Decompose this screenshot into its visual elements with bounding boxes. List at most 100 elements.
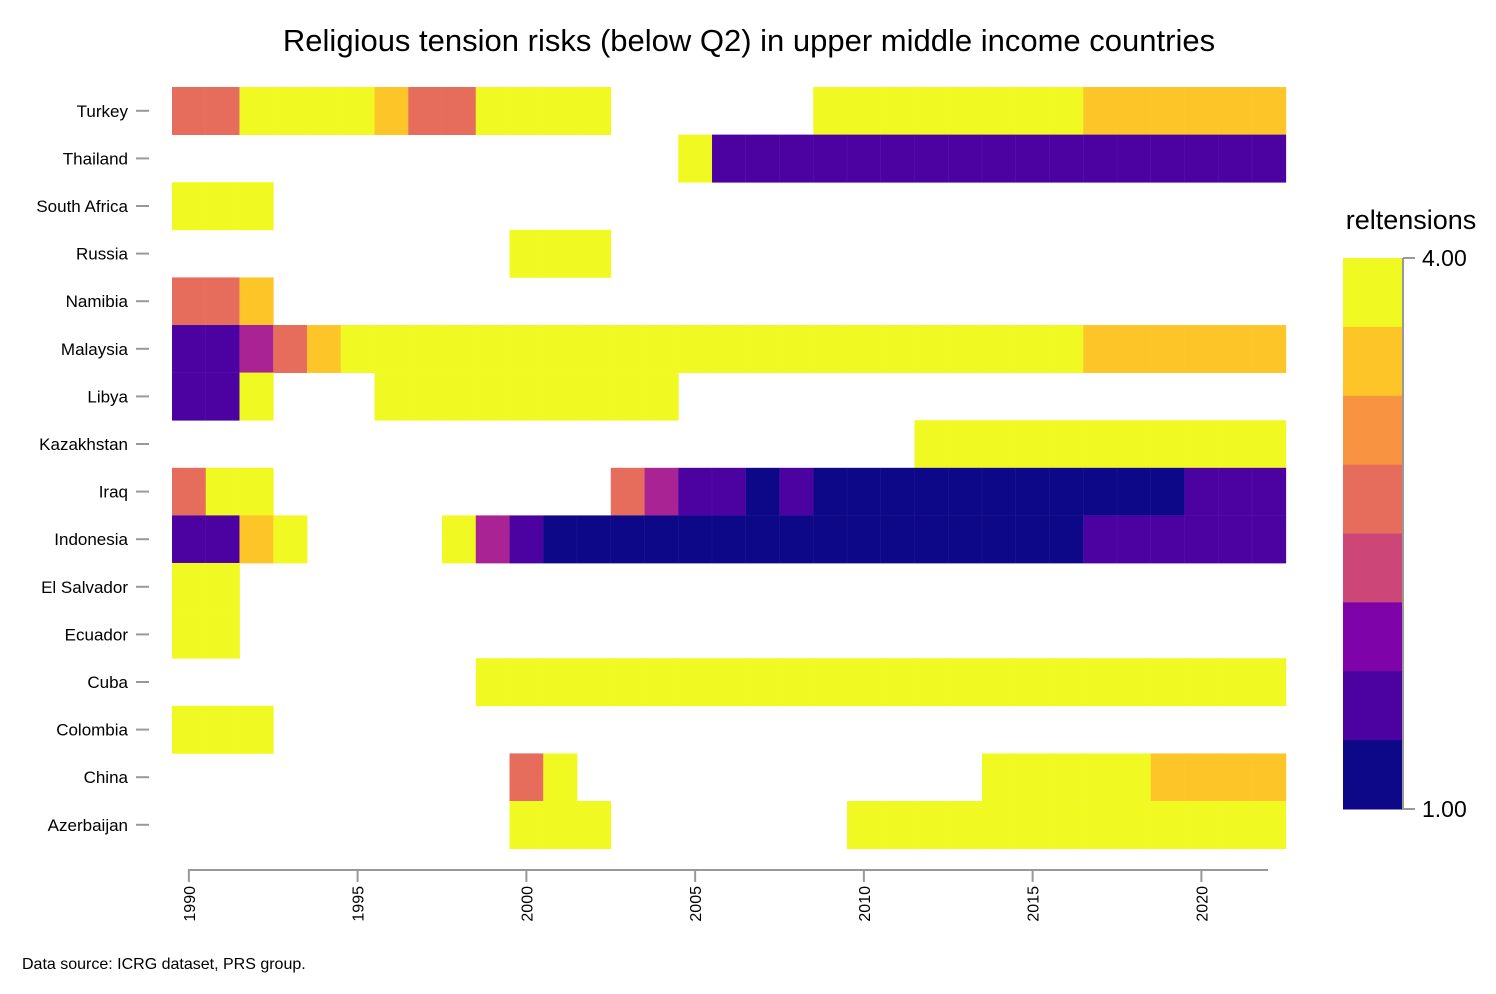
y-tick-label-kazakhstan: Kazakhstan <box>39 435 128 454</box>
heatmap-cell-thailand-2018 <box>1116 134 1152 183</box>
y-axis: Turkey Thailand South Africa Russia Namibia M… <box>36 102 149 835</box>
heatmap-cell-libya-1992 <box>239 372 274 421</box>
heatmap-cell-indonesia-2007 <box>745 515 781 564</box>
heatmap-cell-thailand-2022 <box>1251 134 1287 183</box>
heatmap-cell-turkey-2014 <box>981 86 1017 136</box>
heatmap-cell-indonesia-1993 <box>273 515 308 564</box>
heatmap-cell-malaysia-2007 <box>745 324 781 374</box>
heatmap-cell-china-2017 <box>1083 753 1118 802</box>
heatmap-cell-malaysia-2006 <box>711 324 747 374</box>
heatmap-cell-turkey-1990 <box>171 86 207 136</box>
heatmap-cell-cuba-2001 <box>543 657 578 707</box>
x-axis: 1990 1995 2000 2005 2010 2015 2020 <box>182 869 1268 922</box>
heatmap-cell-malaysia-2014 <box>981 324 1017 374</box>
legend-title: reltensions <box>1346 205 1477 235</box>
heatmap-cell-indonesia-2013 <box>948 515 983 564</box>
heatmap-cell-ecuador-1991 <box>205 610 241 659</box>
heatmap-cell-libya-2002 <box>576 372 612 421</box>
data-source-note: Data source: ICRG dataset, PRS group. <box>22 956 306 973</box>
heatmap-cell-iraq-2007 <box>745 467 781 517</box>
heatmap-cell-libya-1998 <box>441 372 477 421</box>
heatmap-cell-azerbaijan-2000 <box>509 800 544 850</box>
heatmap-cell-turkey-2016 <box>1049 86 1084 136</box>
heatmap-cell-kazakhstan-2022 <box>1251 419 1287 469</box>
heatmap-cell-libya-1991 <box>205 372 241 421</box>
heatmap-cell-indonesia-2011 <box>880 515 916 564</box>
heatmap-cell-malaysia-2010 <box>846 324 882 374</box>
heatmap-cell-indonesia-2006 <box>711 515 747 564</box>
heatmap-cell-azerbaijan-2017 <box>1083 800 1118 850</box>
heatmap-cell-south-africa-1990 <box>171 181 207 231</box>
heatmap-cell-thailand-2017 <box>1083 134 1118 183</box>
heatmap-cell-indonesia-1991 <box>205 515 241 564</box>
heatmap-cell-indonesia-2003 <box>610 515 646 564</box>
heatmap-cell-iraq-2005 <box>678 467 713 517</box>
heatmap-cell-turkey-1992 <box>239 86 274 136</box>
heatmap-cell-indonesia-2015 <box>1015 515 1051 564</box>
heatmap-cell-indonesia-2004 <box>644 515 679 564</box>
heatmap-cell-azerbaijan-2010 <box>846 800 882 850</box>
heatmap-cell-malaysia-1990 <box>171 324 207 374</box>
heatmap-cell-cuba-2021 <box>1218 657 1253 707</box>
heatmap-cell-thailand-2013 <box>948 134 983 183</box>
x-tick-label-2000: 2000 <box>519 886 536 922</box>
heatmap-cell-turkey-1994 <box>306 86 342 136</box>
heatmap-cell-azerbaijan-2021 <box>1218 800 1253 850</box>
heatmap-cell-libya-2000 <box>509 372 544 421</box>
heatmap-cell-turkey-2022 <box>1251 86 1287 136</box>
heatmap-cell-malaysia-1995 <box>340 324 376 374</box>
heatmap-cell-malaysia-1998 <box>441 324 477 374</box>
heatmap-cell-iraq-2009 <box>813 467 848 517</box>
heatmap-cell-el-salvador-1990 <box>171 562 207 612</box>
heatmap-cell-malaysia-1994 <box>306 324 342 374</box>
heatmap-cell-kazakhstan-2020 <box>1184 419 1219 469</box>
heatmap-cell-turkey-2021 <box>1218 86 1253 136</box>
heatmap-cell-thailand-2021 <box>1218 134 1253 183</box>
heatmap-cell-thailand-2012 <box>914 134 949 183</box>
heatmap-cell-turkey-2020 <box>1184 86 1219 136</box>
heatmap-cell-china-2021 <box>1218 753 1253 802</box>
heatmap-cell-libya-1996 <box>374 372 409 421</box>
heatmap-cell-kazakhstan-2018 <box>1116 419 1152 469</box>
heatmap-cell-kazakhstan-2013 <box>948 419 983 469</box>
y-tick-label-cuba: Cuba <box>87 673 128 692</box>
heatmap-cell-russia-2001 <box>543 229 578 279</box>
heatmap-cell-iraq-2020 <box>1184 467 1219 517</box>
heatmap-cell-cuba-2009 <box>813 657 848 707</box>
heatmap-cell-kazakhstan-2017 <box>1083 419 1118 469</box>
heatmap-cell-malaysia-2015 <box>1015 324 1051 374</box>
heatmap-cell-cuba-2013 <box>948 657 983 707</box>
heatmap-cell-cuba-2016 <box>1049 657 1084 707</box>
heatmap-cell-cuba-2020 <box>1184 657 1219 707</box>
heatmap-cell-libya-1990 <box>171 372 207 421</box>
heatmap-cell-iraq-2018 <box>1116 467 1152 517</box>
legend-band-5 <box>1343 602 1403 672</box>
x-tick-label-2020: 2020 <box>1194 886 1211 922</box>
heatmap-cell-china-2014 <box>981 753 1017 802</box>
heatmap-cell-cuba-2011 <box>880 657 916 707</box>
heatmap-cell-cuba-2000 <box>509 657 544 707</box>
heatmap-cell-thailand-2016 <box>1049 134 1084 183</box>
heatmap-cell-azerbaijan-2020 <box>1184 800 1219 850</box>
x-tick-label-2005: 2005 <box>688 886 705 922</box>
heatmap-cell-turkey-2015 <box>1015 86 1051 136</box>
y-tick-label-russia: Russia <box>76 245 129 264</box>
legend-color-bands <box>1343 258 1403 810</box>
legend-band-4 <box>1343 533 1403 603</box>
heatmap-cell-malaysia-2008 <box>779 324 814 374</box>
legend-band-1 <box>1343 326 1403 397</box>
heatmap-cell-thailand-2020 <box>1184 134 1219 183</box>
heatmap-cell-malaysia-1991 <box>205 324 241 374</box>
y-tick-label-malaysia: Malaysia <box>61 340 129 359</box>
heatmap-cell-malaysia-2020 <box>1184 324 1219 374</box>
heatmap-cell-thailand-2007 <box>745 134 781 183</box>
heatmap-cell-turkey-1995 <box>340 86 376 136</box>
heatmap-cell-turkey-1998 <box>441 86 477 136</box>
heatmap-cell-indonesia-2000 <box>509 515 544 564</box>
heatmap-cell-indonesia-2014 <box>981 515 1017 564</box>
y-tick-label-namibia: Namibia <box>66 292 129 311</box>
heatmap-cell-cuba-2014 <box>981 657 1017 707</box>
heatmap-cell-azerbaijan-2002 <box>576 800 612 850</box>
heatmap-cell-iraq-2014 <box>981 467 1017 517</box>
heatmap-cell-cuba-2005 <box>678 657 713 707</box>
